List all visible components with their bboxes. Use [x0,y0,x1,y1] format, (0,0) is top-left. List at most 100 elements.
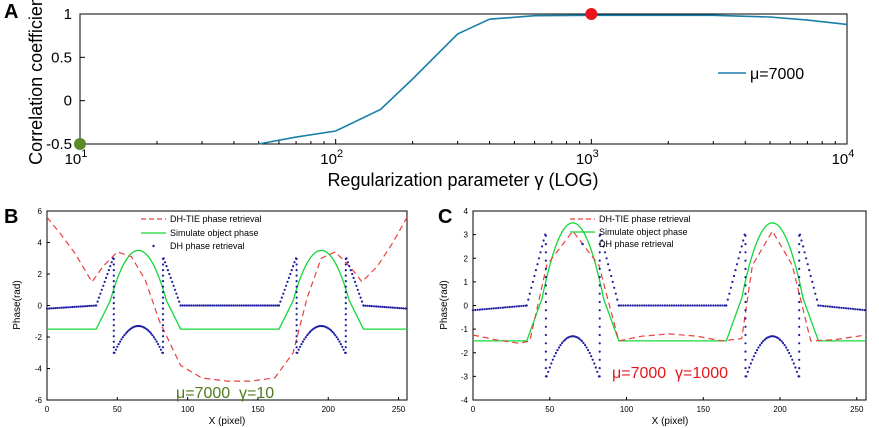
annotation-c: μ=7000 γ=1000 [612,365,728,382]
dh-point-b [238,304,241,307]
dh-point-c [545,375,548,378]
dh-point-b [112,335,115,338]
dh-point-c [590,355,593,358]
dh-point-c [744,325,747,328]
dh-point-c [599,233,602,236]
dh-point-b [105,276,108,279]
dh-point-b [164,261,167,264]
dh-point-c [577,337,581,340]
dh-point-c [588,351,591,355]
dh-point-c [863,309,866,312]
dh-point-c [788,351,791,355]
dh-point-b [274,304,277,307]
dh-point-c [598,342,601,345]
dh-point-c [598,251,601,254]
dh-point-c [544,350,548,353]
dh-point-c [598,267,601,270]
dh-point-b [162,257,165,260]
panel-label-b: B [4,206,18,228]
dh-point-c [544,243,548,246]
dh-point-b [338,340,341,343]
dh-point-c [844,307,848,310]
dh-point-b [295,346,298,349]
marker-a [74,138,86,150]
dh-point-c [547,370,550,373]
dh-point-c [760,341,763,345]
dh-point-b [236,304,239,307]
dh-point-b [75,305,78,308]
dh-point-c [594,366,597,369]
y-tick-label-c: -4 [461,396,469,405]
dh-point-c [819,304,822,307]
dh-point-b [223,304,226,307]
dh-point-b [161,296,165,299]
dh-point-b [295,302,298,305]
dh-point-b [300,343,303,346]
dh-point-c [828,305,832,308]
legend-label-c-dh: DH phase retrieval [599,239,674,249]
legend-label-b-dh: DH phase retrieval [170,241,245,251]
dh-point-c [777,337,780,340]
dh-point-b [360,300,364,303]
dh-point-b [344,285,347,288]
dh-point-c [798,317,801,320]
dh-point-c [536,263,539,266]
dh-point-b [64,306,68,309]
dh-point-c [744,292,747,295]
dh-point-b [120,338,123,341]
dh-point-b [102,284,105,287]
dh-point-b [48,307,51,310]
legend-swatch-c-dh [581,242,584,246]
dh-point-c [744,284,747,287]
dh-point-c [811,280,814,283]
dh-point-c [675,304,678,307]
x-tick-label-b: 250 [392,405,406,414]
y-axis-label-b: Phase(rad) [12,280,23,329]
dh-point-b [242,304,245,307]
x-axis-label-a: Regularization parameter γ (LOG) [327,170,598,190]
dh-point-b [69,306,72,309]
dh-point-b [161,324,165,327]
dh-point-b [268,304,271,307]
dh-point-c [565,337,568,340]
dh-point-c [598,276,601,279]
y-tick-label-a: 1 [64,6,72,23]
annotation-b: μ=7000 γ=10 [176,385,274,402]
dh-point-c [492,307,495,310]
dh-point-c [515,305,518,308]
dh-point-b [295,291,298,294]
dh-point-b [90,304,93,307]
dh-point-c [643,304,646,307]
dh-point-b [344,296,347,299]
dh-point-b [355,284,358,287]
dh-point-b [344,269,347,272]
dh-point-c [744,251,747,254]
dh-point-b [161,307,165,310]
dh-point-b [106,272,109,276]
legend-label-a: μ=7000 [750,66,804,83]
dh-point-c [654,304,657,307]
dh-point-c [858,308,862,311]
dh-point-b [344,329,347,332]
dh-point-b [54,307,57,310]
dh-point-b [161,340,165,343]
dh-point-b [332,332,335,335]
dh-point-c [670,304,673,307]
dh-point-c [551,358,554,361]
dh-point-b [175,292,178,295]
dh-point-b [335,336,338,339]
dh-point-c [497,306,500,310]
dh-point-b [339,343,342,346]
dh-point-b [114,348,117,351]
dh-point-c [510,305,514,308]
x-tick-label-b: 50 [113,405,122,414]
dh-point-c [544,309,548,312]
dh-point-b [362,304,365,307]
dh-point-c [598,367,601,370]
dh-point-b [161,302,165,305]
dh-point-b [263,304,267,307]
dh-point-b [230,304,233,307]
legend-label-b-tie: DH-TIE phase retrieval [170,214,262,224]
dh-point-b [206,304,210,307]
dh-point-c [607,263,610,266]
